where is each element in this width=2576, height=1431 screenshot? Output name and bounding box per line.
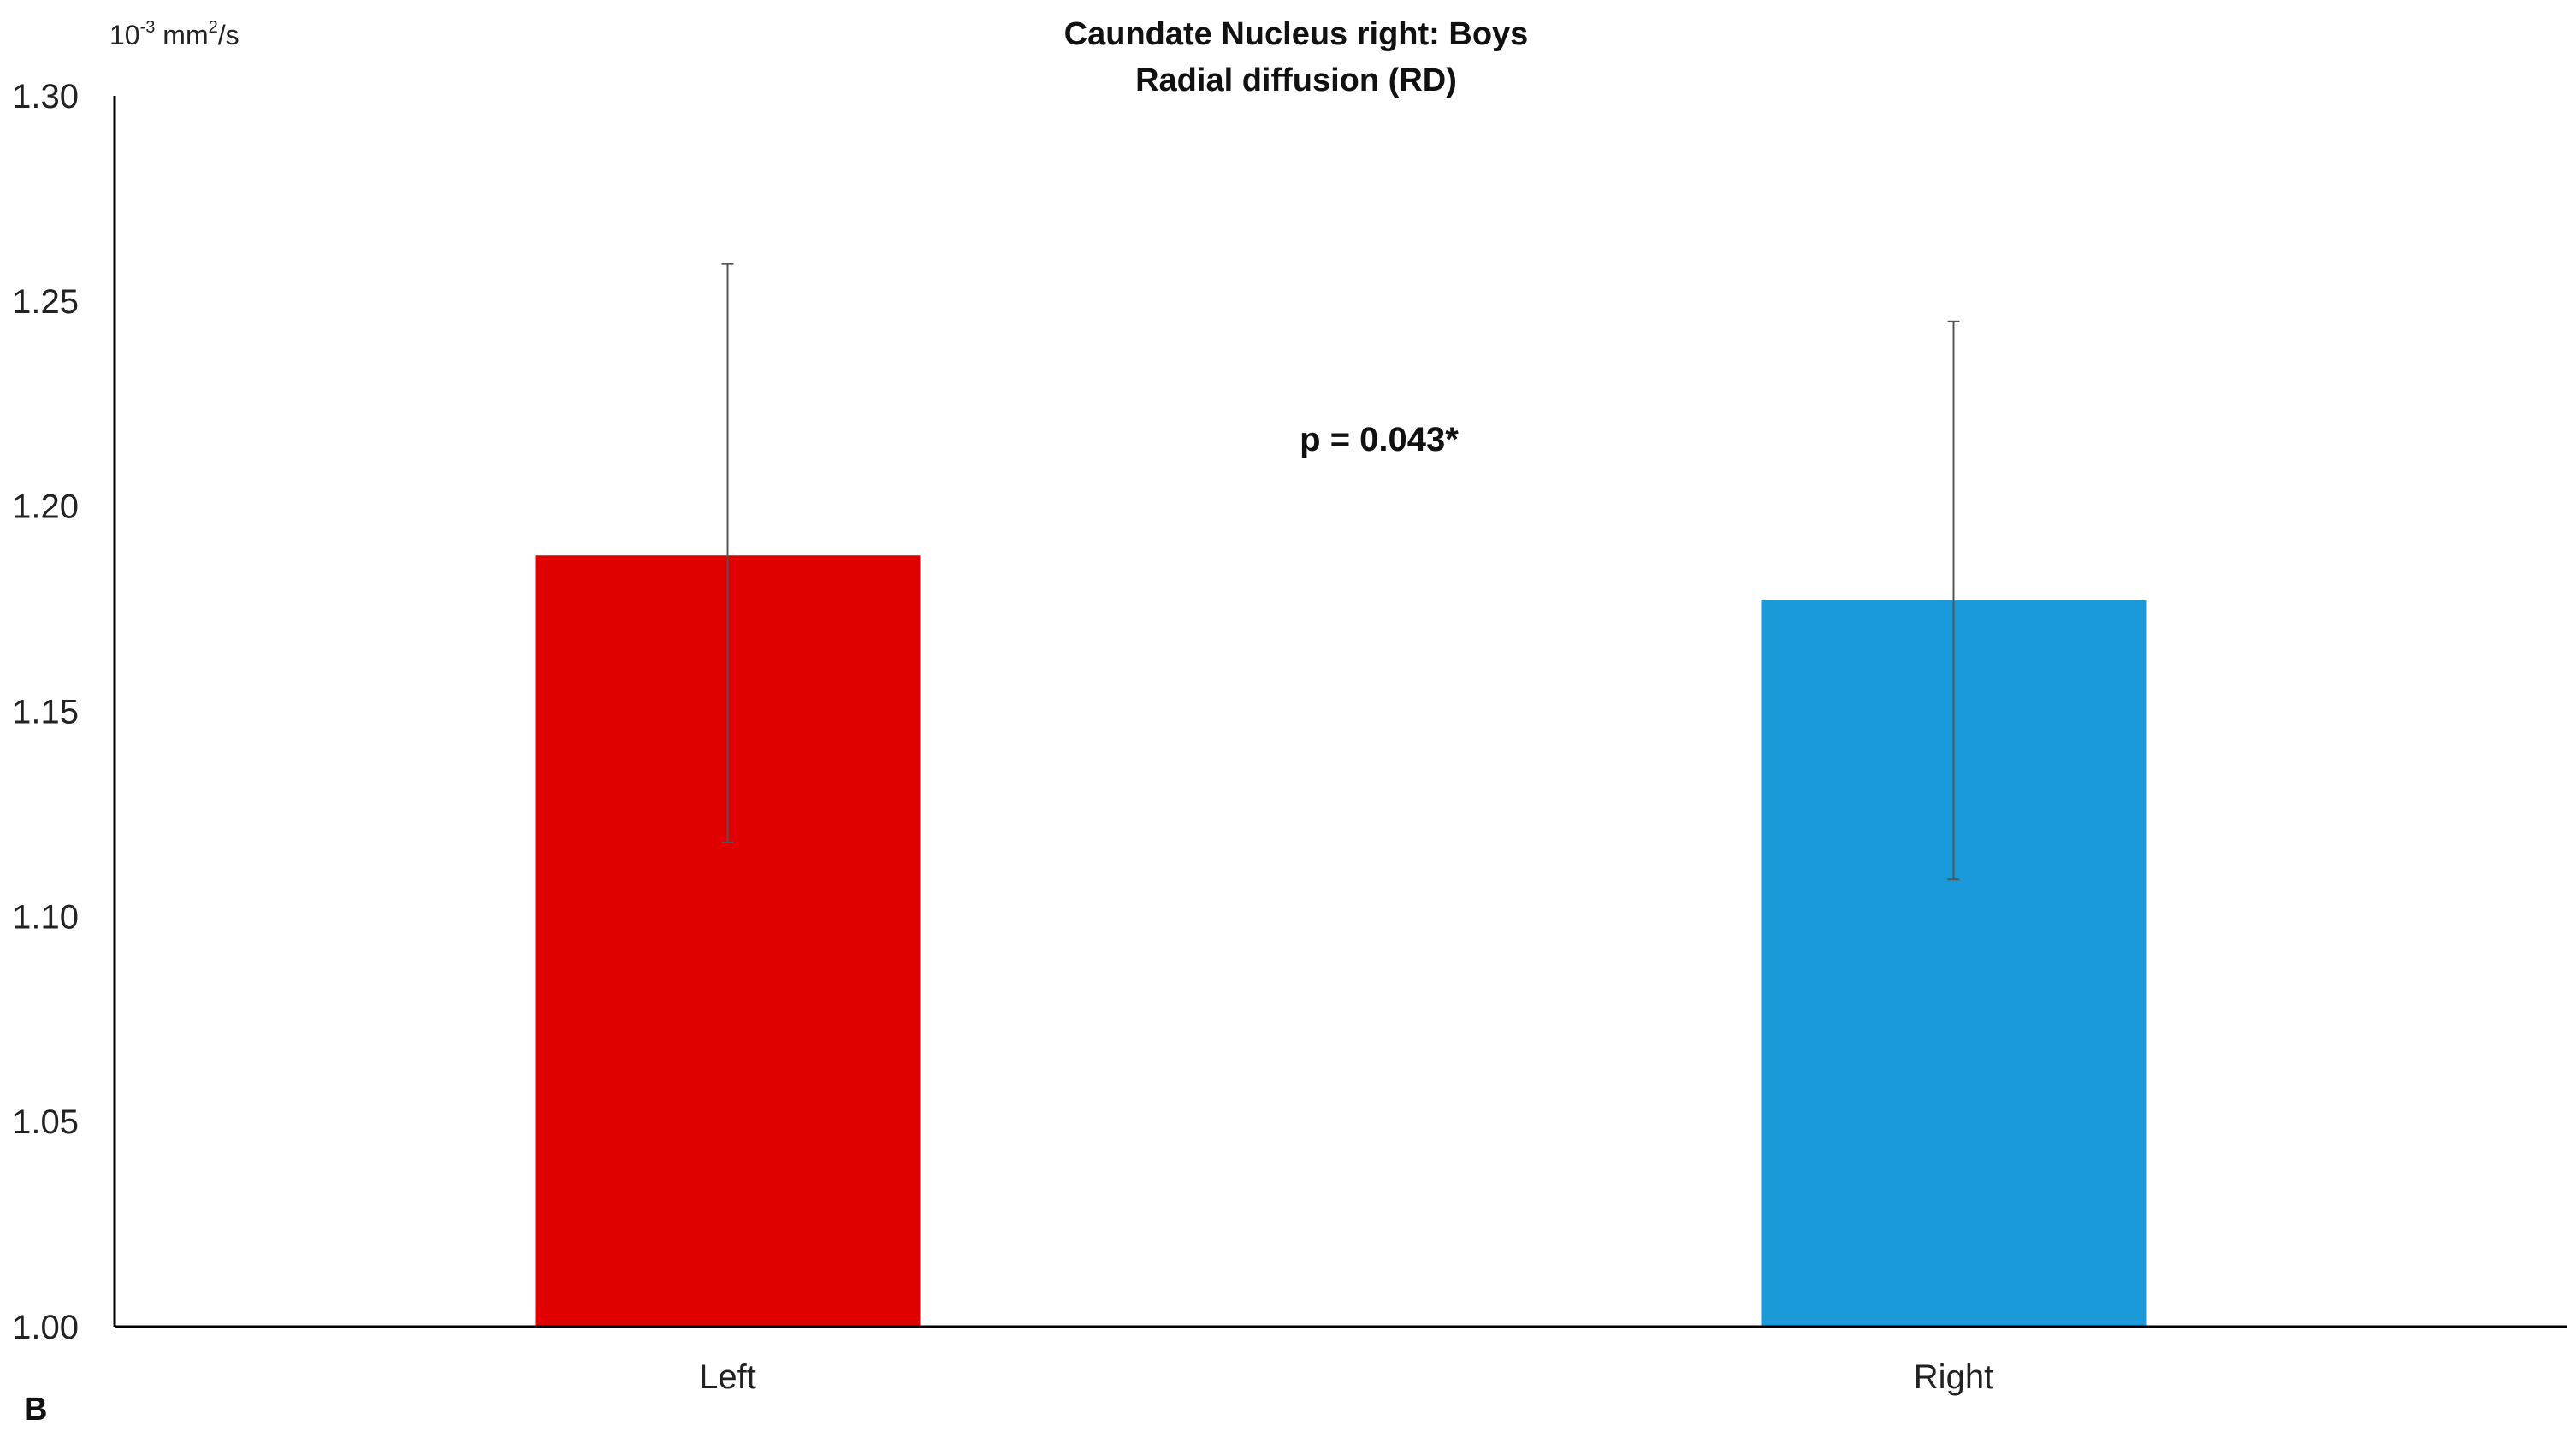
chart-title-line-2: Radial diffusion (RD): [1135, 62, 1457, 98]
unit-mid: mm: [155, 20, 208, 50]
chart-title-line-1: Caundate Nucleus right: Boys: [1064, 16, 1529, 52]
y-tick-label: 1.05: [12, 1103, 79, 1141]
y-tick-label: 1.25: [12, 283, 79, 321]
panel-label: B: [24, 1392, 47, 1428]
bars: [535, 555, 2147, 1327]
unit-exponent-2: 2: [209, 18, 218, 37]
unit-base: 10: [110, 20, 140, 50]
y-tick-label: 1.00: [12, 1309, 79, 1346]
p-value-annotation: p = 0.043*: [1300, 421, 1459, 458]
x-axis-labels: Left Right: [699, 1358, 1993, 1396]
y-tick-label: 1.15: [12, 694, 79, 731]
error-bars: [721, 263, 1960, 881]
x-tick-label-right: Right: [1914, 1358, 1993, 1396]
y-tick-label: 1.20: [12, 488, 79, 526]
y-axis-unit-label: 10-3 mm2/s: [110, 18, 240, 50]
y-axis-ticks: 1.00 1.05 1.10 1.15 1.20 1.25 1.30: [12, 78, 79, 1346]
unit-exponent: -3: [140, 18, 156, 37]
axes: [113, 96, 2567, 1328]
unit-tail: /s: [218, 20, 240, 50]
y-tick-label: 1.30: [12, 78, 79, 115]
x-tick-label-left: Left: [699, 1358, 756, 1396]
y-tick-label: 1.10: [12, 898, 79, 936]
